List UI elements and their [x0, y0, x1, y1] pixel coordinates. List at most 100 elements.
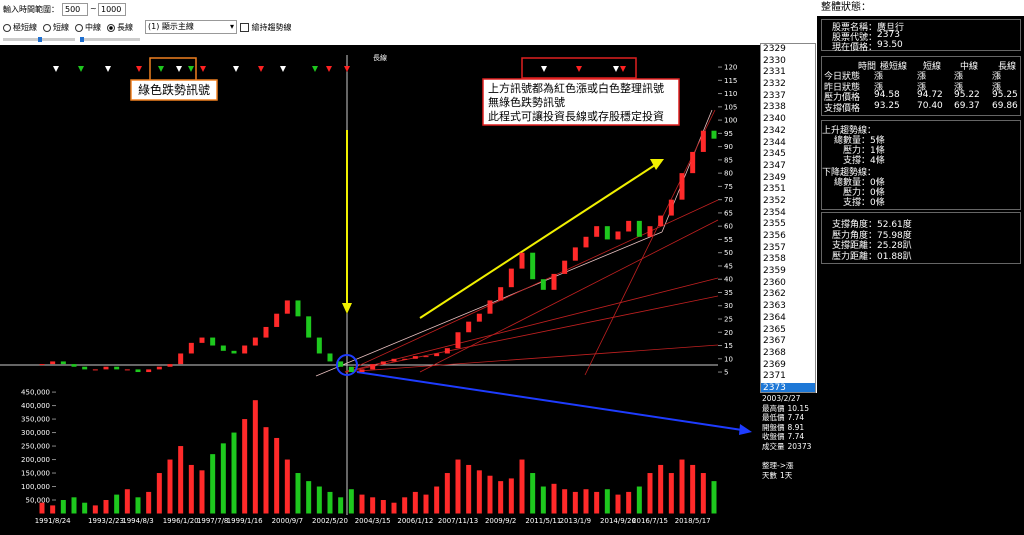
- y-tick-label: 25: [724, 316, 733, 324]
- stock-item[interactable]: 2357: [763, 242, 786, 253]
- trend-title: 上升趨勢線：: [822, 126, 877, 136]
- info-label: 開盤價: [762, 422, 785, 432]
- radio[interactable]: 極短線: [3, 22, 37, 33]
- x-tick-label: 2000/9/7: [272, 517, 303, 525]
- volume-bar: [690, 464, 696, 514]
- radio[interactable]: 短線: [43, 22, 69, 33]
- x-tick-label: 2007/11/13: [438, 517, 478, 525]
- volume-bar: [402, 497, 408, 514]
- volume-bar: [487, 475, 493, 514]
- y-tick-label: 60: [724, 223, 733, 231]
- stock-item[interactable]: 2360: [763, 277, 786, 288]
- stock-item[interactable]: 2364: [763, 312, 786, 323]
- candle: [146, 369, 152, 373]
- select-text: (1) 顯示主線: [148, 22, 194, 31]
- candle: [508, 268, 514, 288]
- stock-item[interactable]: 2337: [763, 90, 786, 101]
- candle: [348, 366, 354, 373]
- x-tick-label: 2004/3/15: [355, 517, 391, 525]
- table-cell: 漲: [954, 82, 964, 93]
- stock-item[interactable]: 2365: [763, 324, 786, 335]
- candle: [60, 361, 66, 365]
- stock-item[interactable]: 2356: [763, 231, 786, 241]
- table-cell: 漲: [954, 72, 964, 82]
- stock-box: 股票名稱： 廣旦行 股票代號： 2373 現在價格： 93.50: [821, 19, 1021, 53]
- candle: [487, 300, 493, 314]
- y2-tick-label: 150,000: [21, 470, 50, 478]
- stock-item[interactable]: 2338: [763, 102, 786, 113]
- chart-title: 長線: [373, 53, 387, 62]
- stock-item[interactable]: 2351: [763, 184, 786, 195]
- candle: [615, 231, 621, 240]
- volume-bar: [391, 502, 397, 514]
- stock-item[interactable]: 2355: [763, 219, 786, 230]
- highlight-circle: [336, 354, 358, 376]
- radio-label: 中線: [85, 23, 101, 32]
- volume-bar: [199, 470, 205, 514]
- stock-item[interactable]: 2345: [763, 149, 786, 160]
- slider[interactable]: [80, 37, 140, 42]
- range-to[interactable]: 1000: [98, 3, 126, 16]
- volume-bar: [60, 500, 66, 514]
- stock-item[interactable]: 2342: [763, 125, 786, 136]
- volume-bar: [423, 494, 429, 514]
- trend-checkbox[interactable]: 繪持趨勢線: [240, 22, 292, 33]
- stock-item[interactable]: 2371: [763, 371, 786, 382]
- volume-bar: [519, 459, 525, 514]
- y-tick-label: 45: [724, 262, 733, 270]
- stock-item[interactable]: 2329: [763, 44, 786, 54]
- candle: [562, 260, 568, 274]
- y-tick-label: 90: [724, 143, 733, 151]
- candle: [199, 337, 205, 343]
- y-tick-label: 65: [724, 209, 733, 217]
- volume-bar: [636, 486, 642, 514]
- stock-item[interactable]: 2344: [763, 137, 786, 148]
- stock-item[interactable]: 2340: [763, 114, 786, 125]
- stock-item[interactable]: 2368: [763, 347, 786, 358]
- volume-bar: [231, 432, 237, 514]
- stock-label: 現在價格：: [832, 43, 878, 53]
- angle-row: 支撐角度： 52.61度: [832, 217, 912, 230]
- stock-row: 現在價格： 93.50: [832, 40, 903, 53]
- stock-item[interactable]: 2347: [763, 160, 786, 171]
- radio[interactable]: 中線: [75, 22, 101, 33]
- y-tick-label: 80: [724, 170, 733, 178]
- volume-bar: [348, 489, 354, 514]
- trend-label: 支撐：: [842, 198, 870, 208]
- range-from[interactable]: 500: [62, 3, 88, 16]
- radio[interactable]: 長線: [107, 22, 133, 33]
- stock-item[interactable]: 2369: [763, 359, 786, 370]
- stock-item[interactable]: 2363: [763, 301, 786, 312]
- stock-label: 股票代號：: [832, 33, 878, 43]
- y2-tick-label: 200,000: [21, 456, 50, 464]
- table-cell: 93.25: [874, 100, 900, 111]
- volume-bar: [188, 464, 194, 514]
- stock-item[interactable]: 2331: [763, 67, 786, 78]
- stock-item[interactable]: 2349: [763, 172, 786, 183]
- table-cell: 漲: [992, 72, 1002, 82]
- candle: [167, 364, 173, 367]
- stock-item[interactable]: 2330: [763, 55, 786, 66]
- info-value: 8.91: [787, 422, 805, 432]
- y-tick-label: 100: [724, 117, 737, 125]
- stock-item[interactable]: 2352: [763, 195, 786, 206]
- candle: [636, 220, 642, 237]
- slider[interactable]: [3, 37, 75, 42]
- volume-bar: [370, 497, 376, 514]
- volume-bar: [700, 473, 706, 514]
- stock-item[interactable]: 2359: [763, 266, 786, 277]
- stock-item[interactable]: 2332: [763, 79, 786, 90]
- stock-item[interactable]: 2367: [763, 336, 786, 347]
- stock-item[interactable]: 2354: [763, 207, 786, 218]
- y-tick-label: 120: [724, 64, 737, 72]
- y-tick-label: 75: [724, 183, 733, 191]
- info-label: 最高價: [762, 403, 785, 413]
- stock-item[interactable]: 2362: [763, 289, 786, 300]
- stock-item[interactable]: 2373: [761, 382, 815, 392]
- display-select[interactable]: (1) 顯示主線 ▾: [145, 20, 237, 34]
- candle: [188, 342, 194, 354]
- angle-label: 壓力角度：: [832, 230, 878, 241]
- trend-label: 總數量：: [833, 136, 870, 146]
- stock-item[interactable]: 2358: [763, 254, 786, 265]
- y-tick-label: 105: [724, 103, 737, 111]
